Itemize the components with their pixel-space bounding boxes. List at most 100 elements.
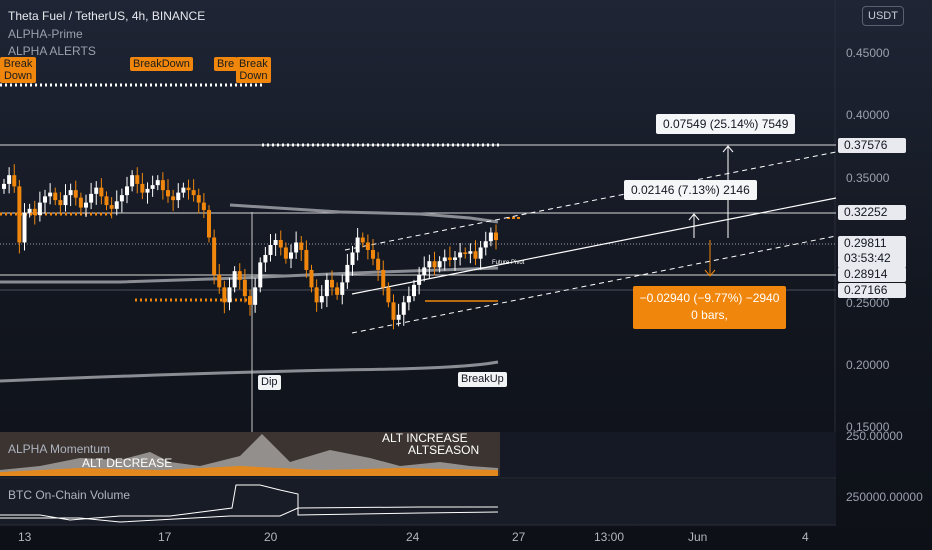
candle-body: [335, 287, 340, 295]
candle-body: [248, 296, 252, 305]
arrow-down-head: [704, 269, 716, 277]
price-tag-0.37576: 0.37576: [838, 138, 906, 153]
candle-body: [73, 190, 78, 198]
candle-body: [417, 274, 422, 285]
vol-axis-label: 250000.00000: [846, 490, 923, 504]
candle-body: [273, 240, 278, 245]
alt-increase-label: ALT INCREASE: [382, 431, 468, 445]
candle-body: [258, 262, 263, 288]
x-label-13: 13: [18, 530, 32, 544]
candle-body: [345, 264, 350, 283]
price-tag-0.28914: 0.28914: [838, 267, 906, 282]
candle-body: [309, 269, 314, 288]
momentum-panel-title[interactable]: ALPHA Momentum: [8, 442, 111, 456]
volume-line-2: [0, 506, 498, 523]
price-tag-0.27166: 0.27166: [838, 283, 906, 298]
band-lower: [0, 360, 499, 383]
candle-body: [324, 279, 329, 297]
candle-body: [237, 271, 242, 280]
candle-body: [330, 279, 334, 288]
candle-body: [186, 187, 191, 191]
candle-body: [2, 183, 6, 189]
momentum-orange: [0, 466, 498, 476]
candle-body: [314, 287, 319, 303]
currency-button[interactable]: USDT: [862, 6, 904, 26]
candle-body: [160, 180, 165, 191]
x-label-13-00: 13:00: [594, 530, 625, 544]
candle-body: [104, 196, 109, 206]
candle-body: [140, 183, 145, 193]
measure-box-upper: 0.07549 (25.14%) 7549: [656, 114, 796, 134]
candle-body: [78, 197, 83, 208]
candle-body: [283, 247, 288, 259]
candle-body: [7, 175, 12, 184]
candle-body: [181, 187, 186, 193]
candle-body: [155, 180, 160, 186]
candle-body: [43, 196, 47, 203]
candle-body: [212, 237, 217, 275]
candle-body: [135, 175, 140, 184]
candle-body: [196, 195, 201, 203]
measure-box-lower: −0.02940 (−9.77%) −2940 0 bars,: [633, 286, 786, 329]
volume-panel-title[interactable]: BTC On-Chain Volume: [8, 488, 131, 502]
candle-body: [391, 302, 396, 320]
candle-body: [360, 237, 365, 243]
candle-body: [478, 247, 483, 259]
candle-body: [145, 188, 150, 193]
candle-body: [99, 187, 104, 197]
candle-body: [432, 261, 437, 268]
candle-body: [53, 192, 58, 201]
channel-lower: [351, 235, 837, 334]
candle-body: [299, 242, 304, 250]
dip-signal: Dip: [258, 375, 281, 390]
candle-body: [442, 257, 447, 262]
altseason-label: ALTSEASON: [408, 443, 480, 457]
x-label-27: 27: [512, 530, 526, 544]
band-upper: [229, 203, 499, 224]
chart-title: Theta Fuel / TetherUS, 4h, BINANCE: [8, 9, 206, 23]
arrow-up-long-head: [722, 145, 734, 153]
candle-body: [32, 208, 37, 216]
indicator-alpha-alerts[interactable]: ALPHA ALERTS: [8, 44, 96, 58]
breakdown-signal-3: Bre: [214, 57, 238, 71]
candle-body: [27, 208, 32, 213]
candle-body: [207, 210, 211, 238]
candle-body: [222, 287, 227, 303]
candle-body: [371, 249, 375, 259]
breakdown-signal-2: BreakDown: [130, 57, 193, 71]
indicator-alpha-prime[interactable]: ALPHA-Prime: [8, 27, 83, 41]
candle-body: [412, 284, 416, 297]
candles: [2, 164, 498, 330]
current-price-tag: 0.29811 03:53:42: [838, 236, 906, 268]
candle-body: [386, 287, 391, 303]
measure-lower-line1: −0.02940 (−9.77%) −2940: [639, 291, 780, 305]
candle-body: [58, 200, 63, 206]
candle-body: [396, 314, 401, 320]
candle-body: [12, 175, 17, 187]
candle-body: [427, 261, 432, 268]
x-label-jun: Jun: [688, 530, 708, 544]
candle-body: [17, 186, 22, 243]
price-tick-0.40: 0.40000: [846, 108, 890, 122]
price-tick-0.20: 0.20000: [846, 358, 890, 372]
candle-body: [437, 261, 442, 268]
candle-body: [84, 202, 88, 208]
candle-body: [268, 244, 273, 255]
price-tick-0.45: 0.45000: [846, 46, 890, 60]
candle-body: [365, 242, 370, 250]
breakup-signal: BreakUp: [458, 372, 507, 387]
candle-body: [294, 242, 299, 253]
candle-body: [130, 175, 135, 187]
candle-body: [22, 212, 27, 243]
price-tick-0.15: 0.15000: [846, 420, 890, 434]
candle-body: [176, 192, 181, 201]
candle-body: [150, 185, 155, 189]
candle-body: [89, 193, 94, 203]
candle-body: [191, 190, 196, 196]
x-label-20: 20: [264, 530, 278, 544]
candle-body: [94, 187, 99, 194]
candle-body: [468, 251, 473, 254]
candle-body: [242, 279, 247, 297]
breakdown-signal-1: Break Down: [0, 57, 36, 83]
